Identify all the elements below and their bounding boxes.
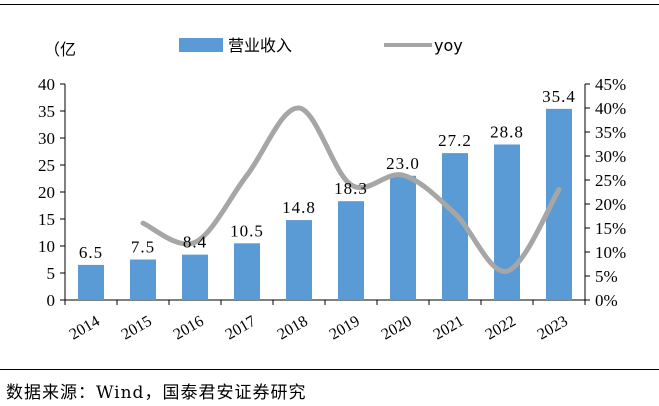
revenue-data-label: 23.0 <box>386 154 420 173</box>
right-tick-label: 45% <box>595 75 626 94</box>
revenue-data-label: 6.5 <box>79 243 103 262</box>
right-tick-label: 25% <box>595 171 626 190</box>
left-tick-label: 10 <box>38 237 55 256</box>
yoy-line <box>140 105 562 274</box>
x-tick-label: 2016 <box>171 313 207 344</box>
revenue-bar <box>494 144 520 300</box>
revenue-bar <box>234 243 260 300</box>
revenue-data-label: 18.3 <box>334 179 368 198</box>
x-tick-label: 2019 <box>327 313 363 344</box>
top-divider <box>0 4 659 5</box>
right-tick-label: 40% <box>595 99 626 118</box>
left-tick-label: 15 <box>38 210 55 229</box>
revenue-data-label: 28.8 <box>490 122 524 141</box>
right-tick-label: 5% <box>595 267 618 286</box>
x-tick-label: 2023 <box>535 313 571 344</box>
left-tick-label: 40 <box>38 75 55 94</box>
revenue-bar <box>182 254 208 300</box>
left-tick-label: 30 <box>38 129 55 148</box>
revenue-bar <box>286 220 312 300</box>
revenue-data-label: 7.5 <box>131 238 155 257</box>
plot-area: 0 5 10 15 20 25 30 35 40 0% 5% 10% 15% 20% 25% 30% 35% 40… <box>38 75 626 343</box>
revenue-bar <box>390 175 416 300</box>
x-tick-label: 2018 <box>275 313 311 344</box>
right-tick-label: 10% <box>595 243 626 262</box>
revenue-bar <box>130 259 156 300</box>
revenue-data-label: 10.5 <box>230 221 264 240</box>
right-tick-label: 20% <box>595 195 626 214</box>
right-tick-label: 0% <box>595 291 618 310</box>
legend-line-label: yoy <box>434 36 463 55</box>
x-tick-label: 2022 <box>483 313 519 344</box>
left-tick-label: 0 <box>47 291 56 310</box>
left-tick-label: 5 <box>47 264 56 283</box>
revenue-data-label: 35.4 <box>542 87 576 106</box>
x-tick-label: 2014 <box>67 313 103 344</box>
x-tick-label: 2015 <box>119 313 155 344</box>
revenue-data-label: 27.2 <box>438 131 472 150</box>
unit-label: （亿 <box>44 40 77 59</box>
left-tick-label: 25 <box>38 156 55 175</box>
left-tick-label: 35 <box>38 102 55 121</box>
revenue-bar <box>338 201 364 300</box>
chart-canvas: 营业收入 yoy 0 5 10 15 20 25 30 35 40 0% 5% 10% 15% 20% 25… <box>38 36 626 343</box>
left-tick-label: 20 <box>38 183 55 202</box>
source-note: 数据来源：Wind，国泰君安证券研究 <box>6 383 307 403</box>
x-tick-label: 2021 <box>431 313 467 344</box>
legend: 营业收入 yoy <box>179 36 463 55</box>
x-tick-label: 2017 <box>223 313 259 344</box>
right-tick-label: 30% <box>595 147 626 166</box>
right-tick-label: 15% <box>595 219 626 238</box>
legend-bar-label: 营业收入 <box>228 36 292 55</box>
legend-bar-swatch <box>179 38 223 52</box>
revenue-data-label: 8.4 <box>183 233 207 252</box>
x-tick-label: 2020 <box>379 313 415 344</box>
bottom-divider <box>0 369 659 370</box>
revenue-bar <box>78 264 104 300</box>
right-tick-label: 35% <box>595 123 626 142</box>
revenue-data-label: 14.8 <box>282 198 316 217</box>
